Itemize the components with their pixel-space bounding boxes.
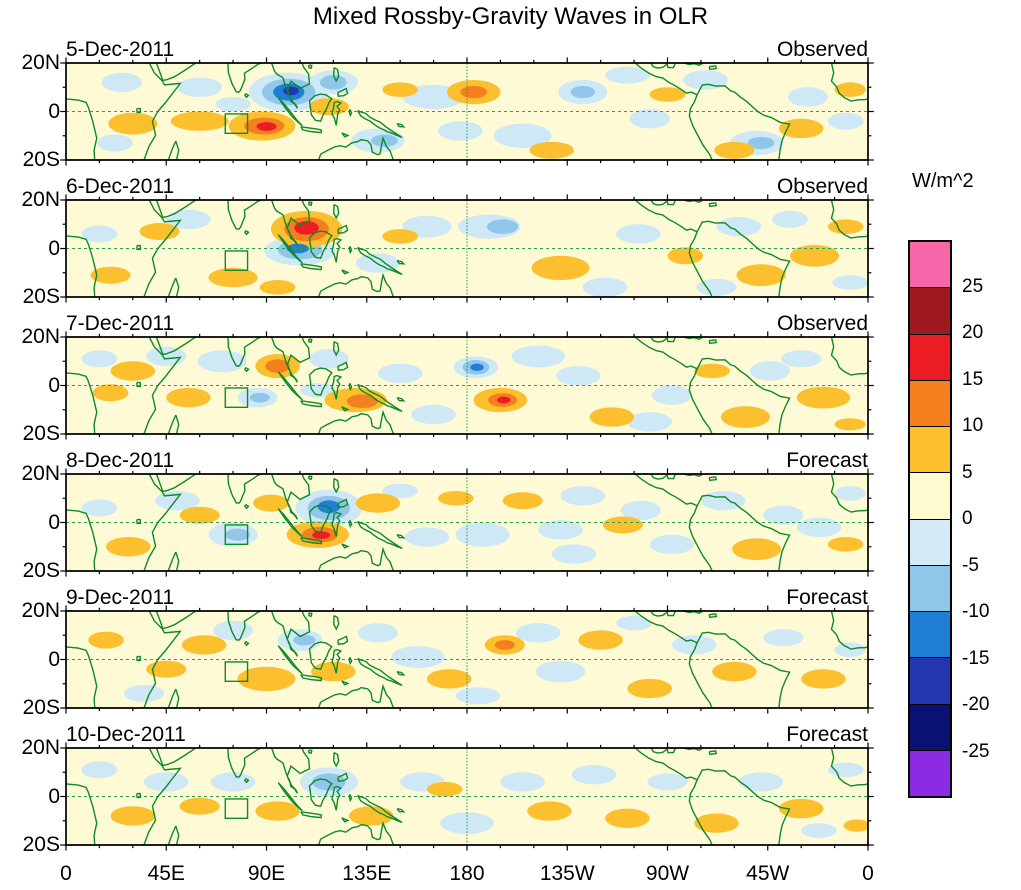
colorbar [908,240,952,798]
y-axis-tick-label: 20S [22,148,60,171]
colorbar-tick-label: -25 [962,740,990,762]
colorbar-tick-label: 25 [962,275,984,297]
panel-header: 8-Dec-2011 Forecast [66,449,868,474]
colorbar-cell [910,242,950,288]
colorbar-cell [910,611,950,658]
map-canvas [66,748,868,845]
colorbar-tick-label: 20 [962,322,984,343]
y-axis-tick-label: 20N [21,51,60,74]
colorbar-cell [910,564,950,611]
panel-header: 10-Dec-2011 Forecast [66,723,868,748]
panel-date-label: 5-Dec-2011 [66,38,175,61]
x-axis-tick-label: 180 [449,862,485,885]
panel-header: 9-Dec-2011 Forecast [66,586,868,611]
panel-header: 7-Dec-2011 Observed [66,312,868,337]
y-axis-tick-label: 20S [22,559,60,582]
y-axis-tick-label: 20S [22,833,60,856]
y-axis-tick-label: 20S [22,696,60,719]
map-canvas [66,611,868,708]
map-box: 20N 0 20S [21,189,868,308]
panel-date-label: 9-Dec-2011 [66,586,175,609]
x-axis: 0 45E 90E 135E 180 135W 90W 45W 0 [60,860,874,890]
colorbar-tick-label: -5 [962,554,979,576]
y-axis-tick-label: 0 [48,237,60,260]
panels-column: 5-Dec-2011 Observed 20N 0 20S 6-Dec-2011 Obser… [21,38,868,856]
map-panel-5-Dec-2011: 5-Dec-2011 Observed 20N 0 20S [21,38,868,171]
panel-source-label: Forecast [786,449,868,472]
colorbar-tick-label: -20 [962,694,990,715]
colorbar-tick-label: 10 [962,415,984,436]
plot-area: 5-Dec-2011 Observed 20N 0 20S 6-Dec-2011 Obser… [21,38,874,890]
y-axis-tick-label: 20N [21,599,60,622]
colorbar-cell [910,287,950,334]
panel-date-label: 8-Dec-2011 [66,449,175,472]
panel-source-label: Forecast [786,586,868,609]
map-panel-9-Dec-2011: 9-Dec-2011 Forecast 20N 0 20S [21,586,868,719]
y-axis-tick-label: 20S [22,285,60,308]
map-canvas [66,200,868,297]
map-panel-6-Dec-2011: 6-Dec-2011 Observed 20N 0 20S [21,175,868,308]
map-box: 20N 0 20S [21,463,868,582]
map-panel-10-Dec-2011: 10-Dec-2011 Forecast 20N 0 20S [21,723,868,856]
panel-source-label: Forecast [786,723,868,746]
y-axis-tick-label: 20S [22,422,60,445]
map-canvas [66,474,868,571]
x-axis-tick-label: 0 [60,862,72,885]
x-axis-tick-label: 45E [147,862,185,885]
map-box: 20N 0 20S [21,737,868,856]
colorbar-cell [910,703,950,750]
figure-title: Mixed Rossby-Gravity Waves in OLR [312,3,709,30]
colorbar-cell [910,472,950,519]
colorbar-cell [910,657,950,704]
map-box: 20N 0 20S [21,600,868,719]
y-axis-tick-label: 0 [48,374,60,397]
x-axis-tick-label: 45W [746,862,790,885]
x-axis-tick-label: 90W [645,862,690,885]
colorbar-tick-label: -15 [962,647,990,669]
colorbar-cell [910,426,950,473]
panel-date-label: 10-Dec-2011 [66,723,186,746]
map-box: 20N 0 20S [21,52,868,171]
map-panel-8-Dec-2011: 8-Dec-2011 Forecast 20N 0 20S [21,449,868,582]
x-axis-tick-label: 135W [539,862,595,885]
y-axis-tick-label: 0 [48,785,60,808]
panel-date-label: 6-Dec-2011 [66,175,175,198]
x-axis-tick-label: 135E [342,862,392,885]
colorbar-tick-label: 5 [962,461,973,483]
colorbar-cell [910,749,950,796]
map-canvas [66,63,868,160]
map-box: 20N 0 20S [21,326,868,445]
colorbar-cell [910,379,950,426]
y-axis-tick-label: 20N [21,462,60,485]
colorbar-tick-label: -10 [962,601,990,622]
panel-header: 5-Dec-2011 Observed [66,38,868,63]
map-panel-7-Dec-2011: 7-Dec-2011 Observed 20N 0 20S [21,312,868,445]
y-axis-tick-label: 20N [21,736,60,759]
colorbar-cell [910,518,950,565]
map-canvas [66,337,868,434]
colorbar-tick-label: 0 [962,508,973,529]
panel-source-label: Observed [776,175,868,198]
colorbar-cell [910,333,950,380]
y-axis-tick-label: 20N [21,325,60,348]
x-axis-tick-label: 0 [862,862,874,885]
panel-source-label: Observed [776,312,868,335]
y-axis-tick-label: 0 [48,100,60,123]
y-axis-tick-label: 0 [48,648,60,671]
colorbar-tick-labels: 25 20 15 10 5 0 -5 -10 -15 -20 -25 [962,240,1014,798]
panel-source-label: Observed [776,38,868,61]
colorbar-unit-label: W/m^2 [912,170,974,192]
panel-date-label: 7-Dec-2011 [66,312,175,335]
y-axis-tick-label: 20N [21,188,60,211]
colorbar-tick-label: 15 [962,368,984,390]
panel-header: 6-Dec-2011 Observed [66,175,868,200]
y-axis-tick-label: 0 [48,511,60,534]
x-axis-tick-label: 90E [247,862,286,885]
